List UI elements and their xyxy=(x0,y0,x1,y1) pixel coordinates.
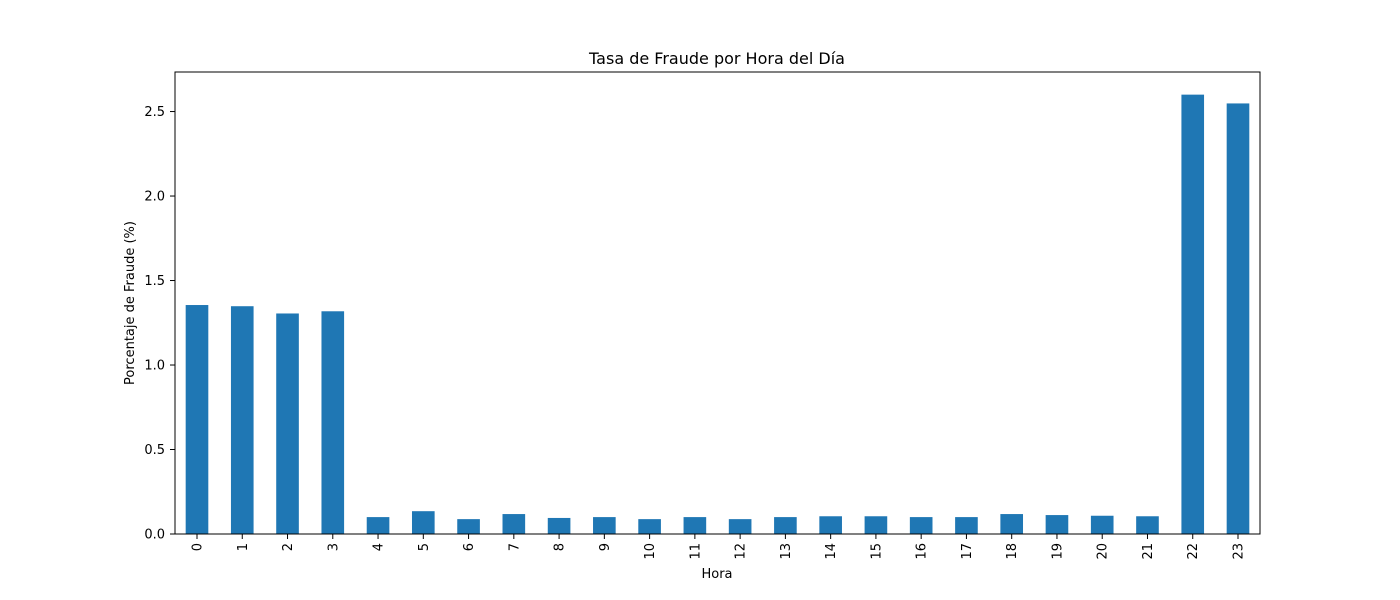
x-tick-label: 19 xyxy=(1050,543,1065,560)
y-tick-label: 1.0 xyxy=(144,359,165,374)
bars-group xyxy=(185,94,1250,535)
bar-hour-15 xyxy=(864,516,888,534)
bar-hour-3 xyxy=(321,311,345,534)
x-tick-label: 0 xyxy=(191,543,206,551)
x-axis: 0 1 2 3 4 5 6 7 8 9 10 11 12 13 14 15 16 17 18 19 20 21 22 23 xyxy=(191,534,1247,560)
x-axis-label: Hora xyxy=(701,567,732,582)
y-tick-label: 0.0 xyxy=(144,528,165,543)
y-tick-label: 0.5 xyxy=(144,443,165,458)
x-tick-label: 20 xyxy=(1096,543,1111,560)
x-tick-label: 11 xyxy=(688,543,703,560)
x-tick-label: 5 xyxy=(417,543,432,551)
bar-hour-13 xyxy=(774,517,797,534)
bar-hour-17 xyxy=(955,517,978,534)
x-tick-label: 16 xyxy=(915,543,930,560)
x-tick-label: 1 xyxy=(236,543,251,551)
plot-frame xyxy=(174,71,1261,535)
x-tick-label: 23 xyxy=(1232,543,1247,560)
bar-hour-5 xyxy=(411,511,435,534)
x-tick-label: 22 xyxy=(1186,543,1201,560)
bar-hour-8 xyxy=(547,517,571,534)
y-axis: 0.0 0.5 1.0 1.5 2.0 2.5 xyxy=(144,105,175,543)
bar-hour-2 xyxy=(276,313,299,534)
x-tick-label: 9 xyxy=(598,543,613,551)
bar-hour-11 xyxy=(683,517,707,534)
x-tick-label: 18 xyxy=(1005,543,1020,560)
bar-hour-18 xyxy=(1000,514,1024,534)
bar-hour-10 xyxy=(638,519,661,534)
x-tick-label: 15 xyxy=(869,543,884,560)
y-axis-label: Porcentaje de Fraude (%) xyxy=(123,221,138,385)
x-tick-label: 4 xyxy=(372,543,387,551)
bar-hour-12 xyxy=(728,519,752,534)
x-tick-label: 3 xyxy=(326,543,341,551)
bar-hour-14 xyxy=(819,516,842,534)
x-tick-label: 17 xyxy=(960,543,975,560)
bar-hour-19 xyxy=(1045,515,1069,534)
bar-hour-1 xyxy=(230,306,254,534)
x-tick-label: 8 xyxy=(553,543,568,551)
x-tick-label: 21 xyxy=(1141,543,1156,560)
bar-hour-20 xyxy=(1090,515,1114,534)
x-tick-label: 6 xyxy=(462,543,477,551)
bar-hour-7 xyxy=(502,514,526,534)
x-tick-label: 7 xyxy=(507,543,522,551)
bar-hour-4 xyxy=(366,517,390,534)
x-tick-label: 10 xyxy=(643,543,658,560)
x-tick-label: 12 xyxy=(734,543,749,560)
bar-hour-0 xyxy=(185,305,209,534)
bar-hour-23 xyxy=(1226,103,1250,535)
chart-title: Tasa de Fraude por Hora del Día xyxy=(588,49,845,68)
bar-hour-6 xyxy=(457,519,480,534)
x-tick-label: 14 xyxy=(824,543,839,560)
bar-hour-16 xyxy=(909,517,933,534)
y-tick-label: 2.0 xyxy=(144,190,165,205)
bar-hour-21 xyxy=(1136,516,1159,534)
bar-hour-9 xyxy=(593,517,616,534)
x-tick-label: 2 xyxy=(281,543,296,551)
y-tick-label: 1.5 xyxy=(144,274,165,289)
x-tick-label: 13 xyxy=(779,543,794,560)
bar-hour-22 xyxy=(1181,94,1205,534)
y-tick-label: 2.5 xyxy=(144,105,165,120)
